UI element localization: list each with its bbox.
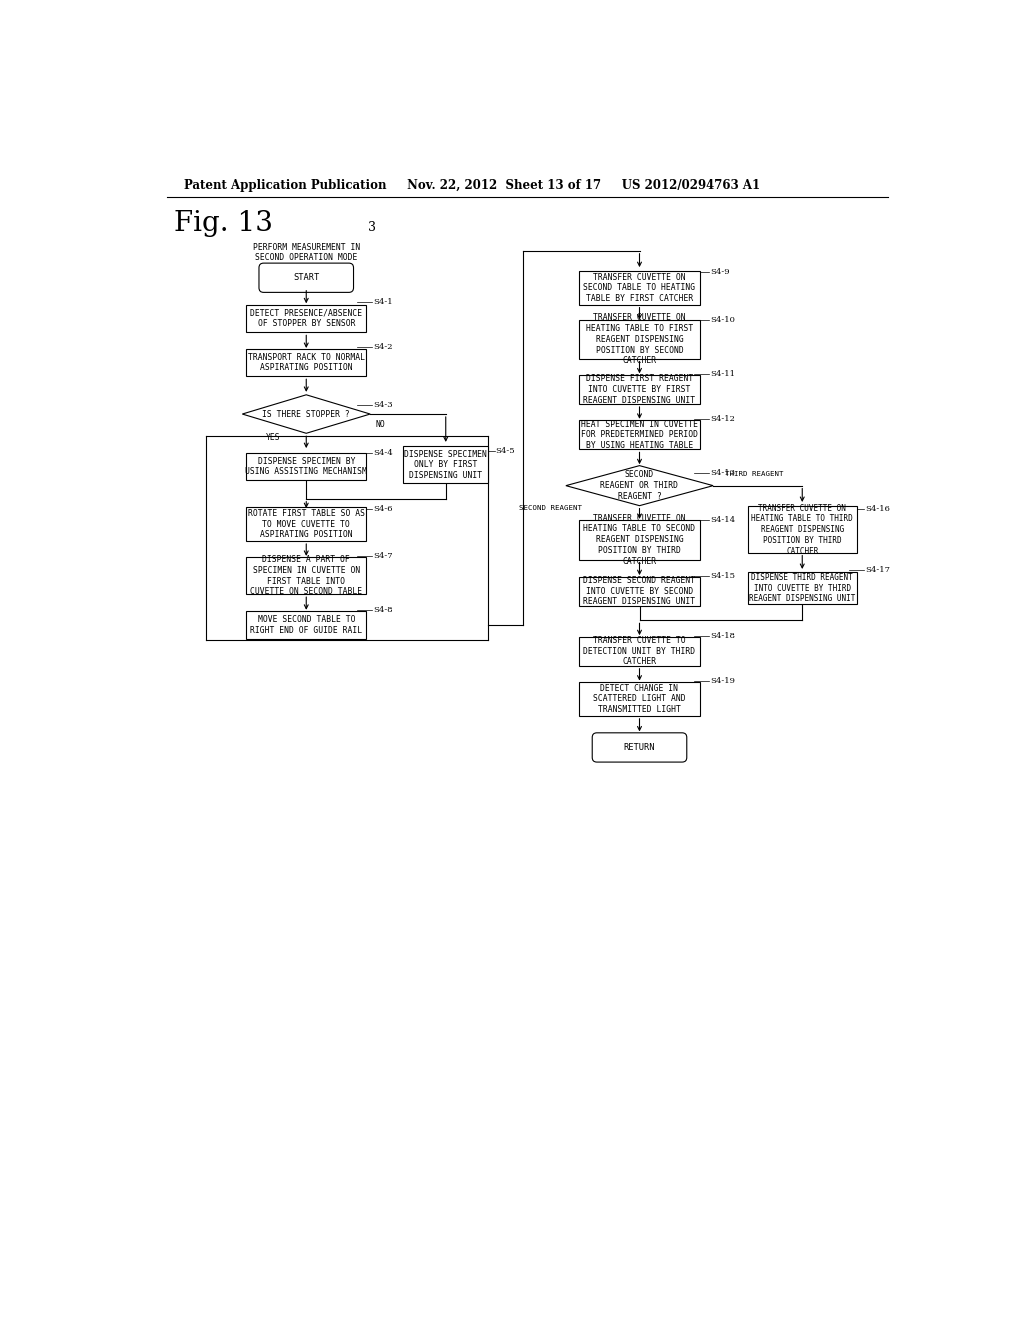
FancyBboxPatch shape [246, 507, 367, 541]
Text: S4-9: S4-9 [710, 268, 730, 276]
Text: ROTATE FIRST TABLE SO AS
TO MOVE CUVETTE TO
ASPIRATING POSITION: ROTATE FIRST TABLE SO AS TO MOVE CUVETTE… [248, 510, 365, 540]
Text: S4-2: S4-2 [373, 343, 392, 351]
Text: TRANSFER CUVETTE ON
HEATING TABLE TO THIRD
REAGENT DISPENSING
POSITION BY THIRD
: TRANSFER CUVETTE ON HEATING TABLE TO THI… [752, 503, 853, 556]
Text: Patent Application Publication     Nov. 22, 2012  Sheet 13 of 17     US 2012/029: Patent Application Publication Nov. 22, … [183, 178, 760, 191]
Text: TRANSFER CUVETTE ON
SECOND TABLE TO HEATING
TABLE BY FIRST CATCHER: TRANSFER CUVETTE ON SECOND TABLE TO HEAT… [584, 272, 695, 304]
FancyBboxPatch shape [246, 348, 367, 376]
FancyBboxPatch shape [580, 420, 699, 449]
FancyBboxPatch shape [246, 305, 367, 333]
Text: DISPENSE SECOND REAGENT
INTO CUVETTE BY SECOND
REAGENT DISPENSING UNIT: DISPENSE SECOND REAGENT INTO CUVETTE BY … [584, 576, 695, 606]
Text: DISPENSE SPECIMEN
ONLY BY FIRST
DISPENSING UNIT: DISPENSE SPECIMEN ONLY BY FIRST DISPENSI… [404, 450, 487, 480]
Text: S4-18: S4-18 [710, 632, 735, 640]
FancyBboxPatch shape [580, 520, 699, 560]
Text: S4-5: S4-5 [496, 447, 515, 455]
Text: 3: 3 [369, 222, 376, 234]
FancyBboxPatch shape [592, 733, 687, 762]
Text: DISPENSE FIRST REAGENT
INTO CUVETTE BY FIRST
REAGENT DISPENSING UNIT: DISPENSE FIRST REAGENT INTO CUVETTE BY F… [584, 374, 695, 405]
Text: RETURN: RETURN [624, 743, 655, 752]
Text: S4-12: S4-12 [710, 416, 735, 424]
Text: S4-16: S4-16 [865, 504, 890, 512]
Text: START: START [293, 273, 319, 282]
FancyBboxPatch shape [246, 557, 367, 594]
FancyBboxPatch shape [580, 321, 699, 359]
Text: S4-14: S4-14 [710, 516, 735, 524]
Text: DISPENSE SPECIMEN BY
USING ASSISTING MECHANISM: DISPENSE SPECIMEN BY USING ASSISTING MEC… [246, 457, 368, 477]
Text: SECOND
REAGENT OR THIRD
REAGENT ?: SECOND REAGENT OR THIRD REAGENT ? [600, 470, 679, 500]
FancyBboxPatch shape [246, 453, 367, 480]
FancyBboxPatch shape [403, 446, 488, 483]
Text: NO: NO [376, 420, 386, 429]
Text: SECOND REAGENT: SECOND REAGENT [519, 506, 583, 511]
FancyBboxPatch shape [748, 572, 856, 605]
Text: MOVE SECOND TABLE TO
RIGHT END OF GUIDE RAIL: MOVE SECOND TABLE TO RIGHT END OF GUIDE … [250, 615, 362, 635]
Text: S4-15: S4-15 [710, 572, 735, 579]
Text: TRANSFER CUVETTE ON
HEATING TABLE TO SECOND
REAGENT DISPENSING
POSITION BY THIRD: TRANSFER CUVETTE ON HEATING TABLE TO SEC… [584, 513, 695, 565]
FancyBboxPatch shape [580, 636, 699, 665]
Polygon shape [243, 395, 371, 433]
Text: TRANSPORT RACK TO NORMAL
ASPIRATING POSITION: TRANSPORT RACK TO NORMAL ASPIRATING POSI… [248, 352, 365, 372]
FancyBboxPatch shape [246, 611, 367, 639]
Text: HEAT SPECIMEN IN CUVETTE
FOR PREDETERMINED PERIOD
BY USING HEATING TABLE: HEAT SPECIMEN IN CUVETTE FOR PREDETERMIN… [581, 420, 698, 450]
Text: S4-11: S4-11 [710, 370, 735, 378]
Text: Fig. 13: Fig. 13 [174, 210, 273, 238]
Text: PERFORM MEASUREMENT IN
SECOND OPERATION MODE: PERFORM MEASUREMENT IN SECOND OPERATION … [253, 243, 359, 263]
Text: S4-8: S4-8 [373, 606, 392, 614]
Text: IS THERE STOPPER ?: IS THERE STOPPER ? [262, 409, 350, 418]
Text: S4-13: S4-13 [710, 469, 735, 477]
FancyBboxPatch shape [580, 375, 699, 404]
Text: S4-19: S4-19 [710, 677, 735, 685]
Text: DETECT PRESENCE/ABSENCE
OF STOPPER BY SENSOR: DETECT PRESENCE/ABSENCE OF STOPPER BY SE… [250, 309, 362, 329]
Text: DISPENSE A PART OF
SPECIMEN IN CUVETTE ON
FIRST TABLE INTO
CUVETTE ON SECOND TAB: DISPENSE A PART OF SPECIMEN IN CUVETTE O… [250, 556, 362, 597]
Text: S4-3: S4-3 [373, 401, 392, 409]
FancyBboxPatch shape [259, 263, 353, 293]
FancyBboxPatch shape [580, 577, 699, 606]
Text: TRANSFER CUVETTE ON
HEATING TABLE TO FIRST
REAGENT DISPENSING
POSITION BY SECOND: TRANSFER CUVETTE ON HEATING TABLE TO FIR… [586, 313, 693, 366]
FancyBboxPatch shape [580, 271, 699, 305]
Text: DETECT CHANGE IN
SCATTERED LIGHT AND
TRANSMITTED LIGHT: DETECT CHANGE IN SCATTERED LIGHT AND TRA… [593, 684, 686, 714]
Text: S4-10: S4-10 [710, 315, 735, 325]
Text: TRANSFER CUVETTE TO
DETECTION UNIT BY THIRD
CATCHER: TRANSFER CUVETTE TO DETECTION UNIT BY TH… [584, 636, 695, 667]
FancyBboxPatch shape [748, 507, 856, 553]
Text: S4-17: S4-17 [865, 565, 890, 574]
Text: DISPENSE THIRD REAGENT
INTO CUVETTE BY THIRD
REAGENT DISPENSING UNIT: DISPENSE THIRD REAGENT INTO CUVETTE BY T… [750, 573, 855, 603]
FancyBboxPatch shape [580, 682, 699, 715]
Text: S4-4: S4-4 [373, 449, 392, 457]
Text: YES: YES [266, 433, 281, 442]
Text: THIRD REAGENT: THIRD REAGENT [725, 471, 783, 477]
Text: S4-7: S4-7 [373, 553, 392, 561]
Text: S4-6: S4-6 [373, 504, 392, 512]
Polygon shape [566, 466, 713, 506]
Text: S4-1: S4-1 [373, 298, 392, 306]
